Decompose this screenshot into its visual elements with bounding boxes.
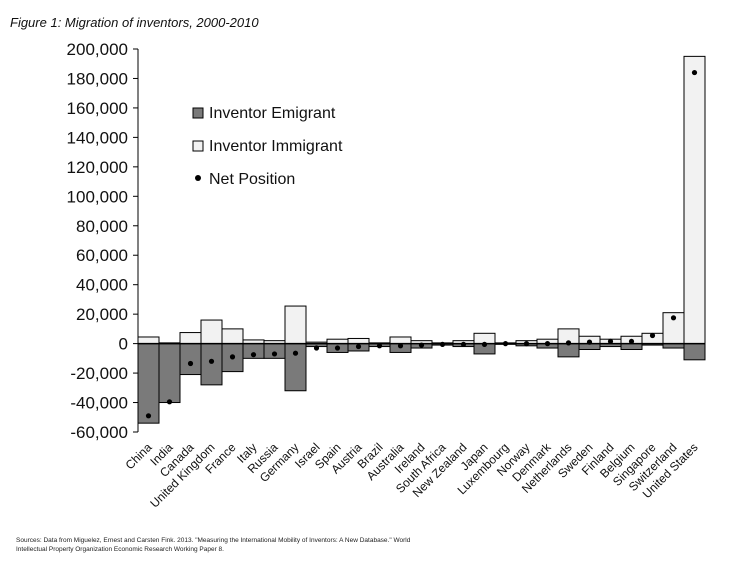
net-dot-united-states: [691, 69, 698, 76]
net-dot-united-kingdom: [208, 358, 215, 364]
emigrant-bar-united-kingdom: [200, 343, 223, 386]
immigrant-bar-united-states: [683, 55, 706, 345]
y-tick-label: 60,000: [76, 246, 128, 265]
emigrant-bar-united-states: [683, 343, 706, 361]
net-dot-france: [229, 354, 236, 360]
immigrant-bar-china: [137, 336, 160, 345]
y-tick-label: 120,000: [67, 158, 128, 177]
y-tick-label: 100,000: [67, 187, 128, 206]
immigrant-bar-austria: [347, 337, 370, 345]
net-dots: [145, 69, 698, 419]
net-dot-germany: [292, 350, 299, 356]
immigrant-bar-united-kingdom: [200, 319, 223, 345]
emigrant-bar-china: [137, 343, 160, 424]
net-dot-india: [166, 399, 173, 405]
legend-label-emigrant: Inventor Emigrant: [209, 105, 336, 122]
net-dot-brazil: [376, 343, 383, 349]
net-dot-south-africa: [439, 341, 446, 347]
net-dot-finland: [607, 338, 614, 345]
y-tick-label: 0: [119, 335, 128, 354]
y-tick-label: 20,000: [76, 305, 128, 324]
migration-chart: -60,000 -40,000 -20,000 0 20,000 40,000 60,000…: [67, 40, 706, 511]
y-tick-label: 140,000: [67, 128, 128, 147]
net-dot-spain: [334, 345, 341, 351]
net-dot-denmark: [544, 341, 551, 347]
y-tick-label: -40,000: [70, 394, 128, 413]
net-dot-austria: [355, 343, 362, 350]
immigrant-bar-france: [221, 328, 244, 345]
net-dot-italy: [250, 352, 257, 358]
net-dot-new-zealand: [460, 341, 467, 347]
net-dot-luxembourg: [502, 341, 509, 347]
net-dot-ireland: [418, 342, 425, 348]
net-dot-netherlands: [565, 340, 572, 346]
net-dot-china: [145, 413, 152, 419]
legend-swatch-immigrant: [192, 140, 204, 152]
y-tick-label: -60,000: [70, 423, 128, 442]
emigrant-bar-belgium: [620, 343, 643, 351]
net-dot-sweden: [586, 339, 593, 345]
net-dot-switzerland: [670, 315, 677, 321]
net-dot-japan: [481, 341, 488, 347]
legend-marker-net: [195, 175, 201, 181]
net-dot-australia: [397, 343, 404, 349]
legend: Inventor Emigrant Inventor Immigrant Net…: [192, 105, 343, 188]
immigrant-bar-australia: [389, 336, 412, 345]
y-tick-label: -20,000: [70, 364, 128, 383]
net-dot-norway: [523, 341, 530, 347]
source-note: Sources: Data from Miguelez, Ernest and …: [16, 537, 411, 553]
net-dot-canada: [187, 360, 194, 367]
net-dot-israel: [313, 345, 320, 351]
y-tick-label: 40,000: [76, 276, 128, 295]
y-axis: -60,000 -40,000 -20,000 0 20,000 40,000 60,000…: [67, 40, 139, 442]
y-tick-label: 160,000: [67, 99, 128, 118]
figure-title: Figure 1: Migration of inventors, 2000-2…: [10, 15, 259, 30]
legend-label-immigrant: Inventor Immigrant: [209, 138, 343, 155]
y-tick-label: 200,000: [67, 40, 128, 59]
net-dot-belgium: [628, 338, 635, 345]
emigrant-bar-canada: [179, 343, 202, 376]
net-dot-russia: [271, 351, 278, 357]
y-tick-label: 180,000: [67, 69, 128, 88]
immigrant-bar-canada: [179, 332, 202, 345]
immigrant-bar-germany: [284, 305, 307, 345]
y-tick-label: 80,000: [76, 217, 128, 236]
legend-swatch-emigrant: [192, 107, 204, 119]
emigrant-bar-netherlands: [557, 343, 580, 358]
net-dot-singapore: [649, 332, 656, 339]
legend-label-net: Net Position: [209, 171, 295, 188]
emigrant-bar-india: [158, 343, 181, 404]
